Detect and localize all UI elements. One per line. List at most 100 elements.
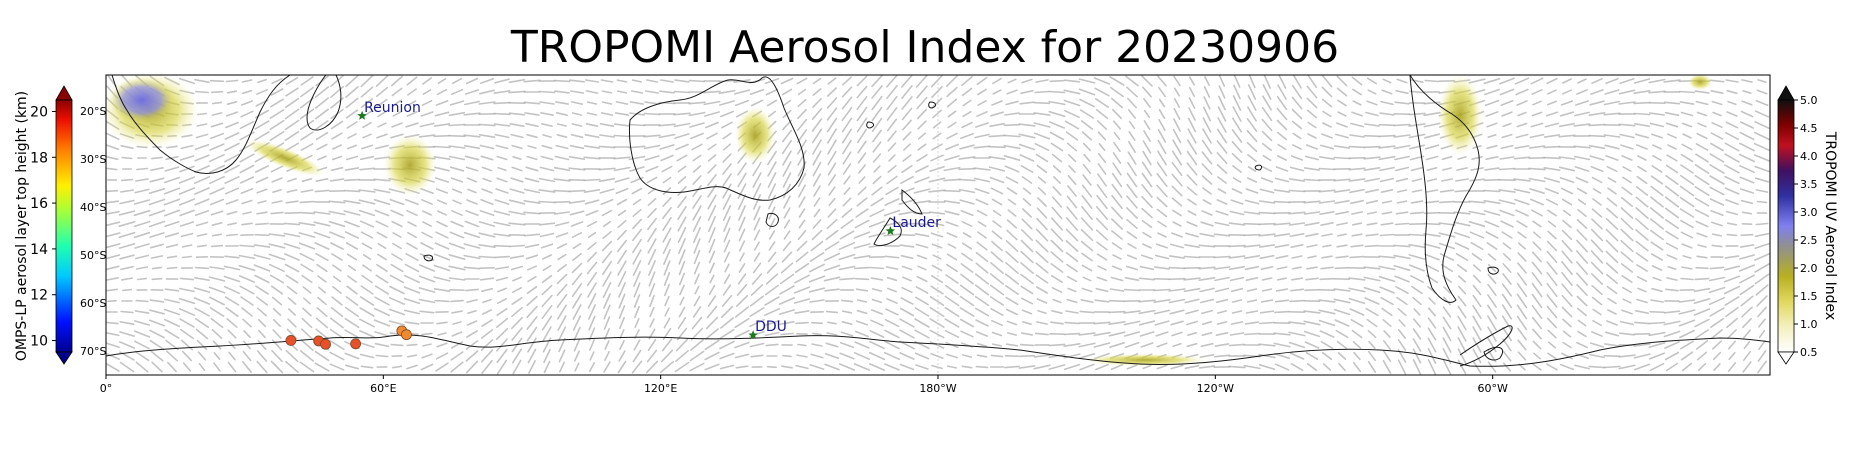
- wind-arrow: [1292, 132, 1302, 140]
- wind-arrow: [1052, 298, 1062, 304]
- wind-arrow: [1546, 317, 1558, 329]
- wind-arrow: [376, 263, 388, 273]
- wind-arrow: [1695, 100, 1709, 106]
- wind-arrow: [1726, 210, 1738, 216]
- wind-arrow: [1138, 320, 1156, 326]
- wind-arrow: [258, 329, 266, 339]
- wind-arrow: [1663, 79, 1681, 83]
- wind-arrow: [1543, 134, 1561, 138]
- wind-arrow: [1035, 239, 1049, 253]
- lat-tick-label: 50°S: [80, 249, 106, 262]
- wind-arrow: [1412, 348, 1422, 364]
- wind-arrow: [1546, 250, 1558, 264]
- wind-arrow: [853, 266, 871, 270]
- wind-arrow: [1502, 283, 1512, 297]
- wind-arrow: [898, 210, 916, 216]
- wind-arrow: [1364, 297, 1380, 305]
- wind-arrow: [990, 262, 1004, 274]
- wind-arrow: [1350, 122, 1364, 128]
- wind-arrow: [106, 144, 120, 150]
- wind-arrow: [434, 111, 450, 117]
- wind-arrow: [1590, 342, 1604, 348]
- wind-arrow: [1621, 186, 1633, 196]
- wind-arrow: [212, 340, 222, 350]
- wind-arrow: [239, 120, 255, 130]
- colorbar-left-tick-label: 20: [30, 104, 48, 120]
- wind-arrow: [589, 339, 595, 351]
- wind-arrow: [541, 304, 553, 320]
- wind-arrow: [300, 339, 314, 351]
- wind-arrow: [1591, 273, 1603, 285]
- wind-arrow: [929, 306, 945, 318]
- wind-arrow: [1622, 298, 1632, 304]
- wind-arrow: [1454, 189, 1470, 193]
- wind-arrow: [1680, 219, 1694, 229]
- wind-arrow: [1348, 297, 1366, 305]
- wind-arrow: [843, 175, 851, 185]
- wind-arrow: [764, 331, 780, 337]
- wind-arrow: [466, 330, 478, 338]
- wind-arrow: [1186, 186, 1198, 196]
- wind-arrow: [1019, 354, 1035, 358]
- wind-arrow: [1036, 164, 1048, 174]
- wind-arrow: [1093, 77, 1111, 85]
- wind-arrow: [523, 101, 541, 105]
- wind-arrow: [1048, 364, 1066, 370]
- wind-arrow: [1216, 310, 1228, 314]
- wind-arrow: [1035, 262, 1049, 274]
- wind-arrow: [1289, 166, 1305, 172]
- wind-arrow: [1636, 298, 1648, 304]
- wind-arrow: [329, 351, 345, 361]
- wind-arrow: [523, 233, 541, 237]
- wind-arrow: [362, 264, 372, 272]
- wind-arrow: [194, 317, 210, 329]
- wind-arrow: [556, 293, 568, 309]
- wind-arrow: [617, 229, 627, 241]
- wind-arrow: [1680, 153, 1694, 163]
- wind-arrow: [1667, 133, 1677, 139]
- wind-arrow: [663, 249, 671, 266]
- wind-arrow: [598, 167, 616, 171]
- wind-arrow: [856, 96, 868, 110]
- wind-arrow: [1591, 78, 1603, 84]
- wind-arrow: [1650, 185, 1664, 197]
- wind-arrow: [853, 351, 871, 361]
- wind-arrow: [689, 350, 705, 362]
- wind-arrow: [989, 284, 1005, 296]
- wind-arrow: [960, 330, 974, 338]
- wind-arrow: [344, 364, 360, 370]
- wind-arrow: [1246, 141, 1258, 153]
- wind-arrow: [1472, 326, 1482, 342]
- wind-arrow: [932, 109, 942, 119]
- wind-arrow: [313, 231, 331, 239]
- colorbar-left-tick-label: 10: [30, 334, 48, 350]
- wind-arrow: [106, 342, 120, 349]
- wind-arrow: [421, 100, 433, 106]
- wind-arrow: [1168, 266, 1186, 270]
- wind-arrow: [571, 262, 583, 274]
- wind-arrow: [150, 255, 164, 259]
- wind-arrow: [1665, 219, 1679, 229]
- wind-arrow: [914, 352, 930, 360]
- wind-arrow: [868, 351, 886, 361]
- wind-arrow: [302, 307, 312, 317]
- wind-arrow: [527, 348, 537, 364]
- wind-arrow: [1049, 121, 1065, 129]
- wind-arrow: [854, 219, 870, 229]
- wind-arrow: [631, 187, 643, 195]
- wind-arrow: [448, 155, 466, 161]
- wind-arrow: [543, 360, 551, 374]
- wind-arrow: [1079, 109, 1095, 119]
- wind-arrow: [1517, 351, 1527, 361]
- wind-arrow: [1694, 186, 1710, 196]
- wind-arrow: [781, 139, 793, 155]
- wind-arrow: [1158, 98, 1166, 108]
- wind-arrow: [1636, 275, 1648, 283]
- wind-arrow: [106, 167, 118, 171]
- wind-arrow: [1337, 233, 1347, 237]
- wind-arrow: [1113, 120, 1121, 130]
- wind-arrow: [842, 197, 852, 207]
- wind-arrow: [1020, 165, 1034, 173]
- wind-arrow: [826, 87, 838, 97]
- wind-arrow: [1081, 184, 1093, 198]
